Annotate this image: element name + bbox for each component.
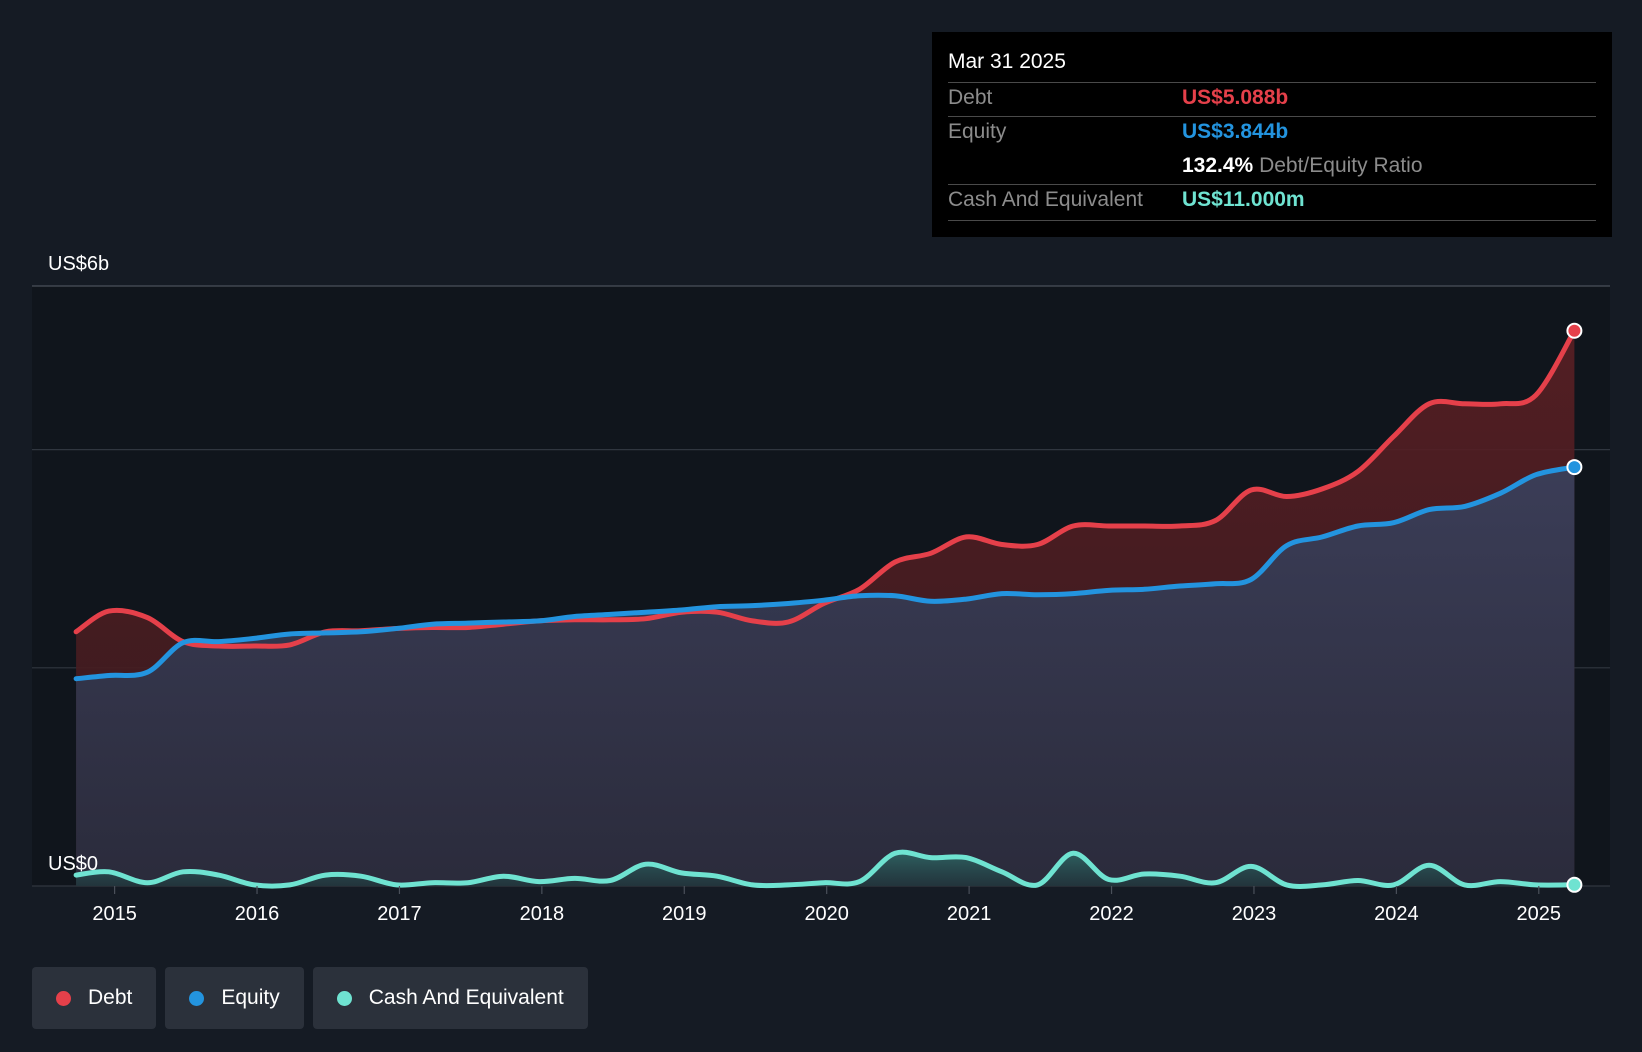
tooltip-debt-value: US$5.088b: [1182, 86, 1289, 109]
tooltip-date: Mar 31 2025: [948, 50, 1066, 73]
series-areas: [76, 330, 1575, 887]
series-lines: [73, 328, 1577, 889]
legend-dot-debt: [56, 990, 71, 1006]
y-tick-label-bottom: US$0: [48, 853, 98, 875]
legend-item-debt[interactable]: Debt: [32, 967, 157, 1029]
equity-area: [76, 467, 1575, 886]
tooltip-ratio-label: Debt/Equity Ratio: [1259, 154, 1423, 177]
tooltip-divider: [948, 220, 1596, 221]
x-tick-label: 2025: [1517, 903, 1562, 925]
tooltip-ratio-value: 132.4%: [1182, 154, 1254, 177]
tooltip-divider: [948, 116, 1596, 117]
tooltip-equity-label: Equity: [948, 120, 1007, 143]
x-tick-label: 2020: [804, 903, 849, 925]
x-tick-label: 2019: [662, 903, 707, 925]
legend-dot-equity: [189, 990, 205, 1006]
legend-item-cash[interactable]: Cash And Equivalent: [312, 967, 588, 1029]
x-tick-label: 2023: [1232, 903, 1277, 925]
tooltip-panel: Mar 31 2025 Debt US$5.088b Equity US$3.8…: [932, 32, 1612, 237]
tooltip-cash-value: US$11.000m: [1182, 188, 1305, 211]
legend-label-equity: Equity: [221, 986, 280, 1009]
x-tick-label: 2021: [947, 903, 992, 925]
x-tick-label: 2022: [1089, 903, 1134, 925]
tooltip-divider: [948, 184, 1596, 185]
equity-end-marker[interactable]: [1566, 459, 1583, 476]
chart-legend: Debt Equity Cash And Equivalent: [32, 967, 588, 1029]
y-tick-label-top: US$6b: [48, 253, 109, 275]
tooltip-debt-label: Debt: [948, 86, 993, 109]
cash-area: [76, 852, 1575, 887]
legend-dot-cash: [336, 990, 352, 1006]
x-tick-label: 2018: [520, 903, 565, 925]
tooltip-divider: [948, 82, 1596, 83]
cash-line: [73, 849, 1577, 889]
tooltip-ratio: 132.4% Debt/Equity Ratio: [1182, 154, 1423, 178]
tooltip-cash-label: Cash And Equivalent: [948, 188, 1143, 211]
tooltip-equity-value: US$3.844b: [1182, 120, 1289, 143]
debt-end-marker[interactable]: [1566, 322, 1583, 339]
x-tick-label: 2017: [377, 903, 422, 925]
legend-label-debt: Debt: [88, 986, 133, 1009]
x-axis-ticks: 2015 2016 2017 2018 2019 2020 2021 2022 2023 2024…: [92, 886, 1561, 925]
x-tick-label: 2016: [235, 903, 280, 925]
legend-item-equity[interactable]: Equity: [165, 967, 304, 1029]
cash-end-marker[interactable]: [1566, 876, 1583, 893]
end-markers: [1566, 322, 1583, 893]
x-tick-label: 2015: [92, 903, 137, 925]
equity-line: [73, 464, 1577, 682]
legend-label-cash: Cash And Equivalent: [368, 986, 564, 1009]
x-tick-label: 2024: [1374, 903, 1419, 925]
